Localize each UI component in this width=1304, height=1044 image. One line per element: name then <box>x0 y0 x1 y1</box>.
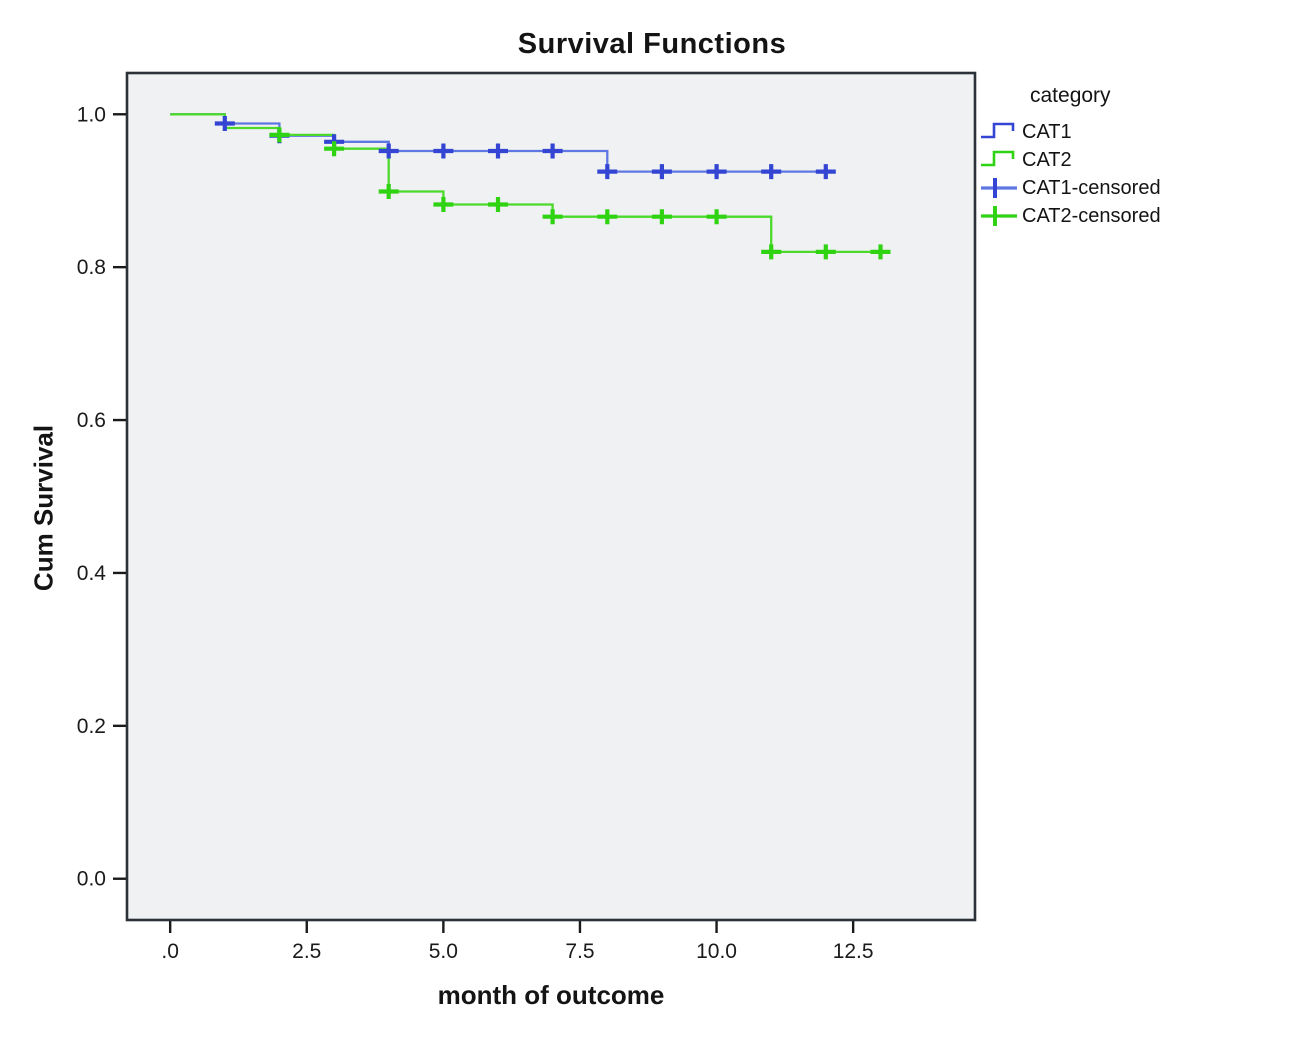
legend-label-cat1: CAT1 <box>1022 121 1072 143</box>
y-tick-label: 0.4 <box>77 562 107 585</box>
legend-label-cat2: CAT2 <box>1022 149 1072 171</box>
x-tick-label: 5.0 <box>429 940 458 963</box>
censor-plus-icon <box>981 178 1017 198</box>
censor-mark-cat2 <box>542 209 563 225</box>
censor-mark-cat1 <box>214 116 235 131</box>
censor-mark-cat2 <box>597 209 618 225</box>
x-tick-label: .0 <box>161 940 179 963</box>
censor-mark-cat2 <box>870 244 891 260</box>
censor-mark-cat1 <box>433 143 454 159</box>
censor-mark-cat1 <box>597 164 618 180</box>
censor-mark-cat2 <box>433 197 454 212</box>
y-tick-label: 0.8 <box>77 256 106 279</box>
censor-mark-cat2 <box>378 184 399 199</box>
censor-mark-cat1 <box>706 164 727 180</box>
y-tick-label: 0.2 <box>77 715 106 738</box>
x-axis-title: month of outcome <box>437 980 665 1010</box>
chart-title: Survival Functions <box>517 28 787 60</box>
legend-label-cat1-censored: CAT1-censored <box>1022 177 1161 199</box>
y-tick-label: 1.0 <box>77 103 106 126</box>
x-tick-label: 2.5 <box>292 940 321 963</box>
censor-mark-cat1 <box>542 143 563 159</box>
legend-item-cat2: CAT2 <box>980 146 1161 174</box>
x-tick-label: 7.5 <box>565 940 594 963</box>
censor-mark-cat2 <box>324 141 345 157</box>
y-tick-label: 0.6 <box>77 409 106 432</box>
legend-label-cat2-censored: CAT2-censored <box>1022 205 1161 227</box>
censor-mark-cat1 <box>815 164 836 180</box>
x-tick-label: 10.0 <box>696 940 737 963</box>
x-tick-label: 12.5 <box>833 940 874 963</box>
censor-mark-cat2 <box>651 209 672 225</box>
censor-mark-cat1 <box>761 164 782 180</box>
censor-mark-cat1 <box>651 164 672 180</box>
legend-item-cat2-censored: CAT2-censored <box>980 202 1161 230</box>
step-line-icon <box>981 150 1015 167</box>
censor-mark-cat2 <box>815 244 836 260</box>
censor-mark-cat2 <box>488 197 508 212</box>
censor-mark-cat2 <box>706 209 727 225</box>
censor-mark-cat2 <box>761 244 782 260</box>
censor-mark-cat2 <box>269 127 290 143</box>
legend-title: category <box>1030 84 1111 107</box>
y-axis-title: Cum Survival <box>28 424 59 592</box>
censor-mark-cat1 <box>488 143 508 159</box>
censor-mark-cat1 <box>378 143 399 159</box>
legend-item-cat1-censored: CAT1-censored <box>980 174 1161 202</box>
censor-plus-icon <box>981 206 1017 226</box>
step-line-icon <box>981 122 1015 139</box>
y-tick-label: 0.0 <box>77 868 106 891</box>
legend: category CAT1 CAT2 CAT1-censored <box>980 84 1161 230</box>
legend-item-cat1: CAT1 <box>980 118 1161 146</box>
plot-panel <box>125 71 977 922</box>
